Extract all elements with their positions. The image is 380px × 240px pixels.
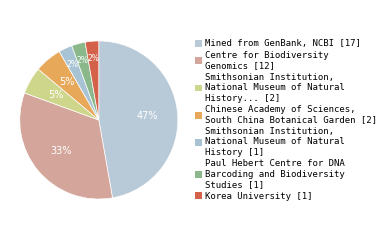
- Text: 33%: 33%: [51, 146, 72, 156]
- Text: 2%: 2%: [67, 60, 79, 69]
- Wedge shape: [59, 46, 99, 120]
- Wedge shape: [25, 69, 99, 120]
- Text: 47%: 47%: [137, 111, 158, 121]
- Wedge shape: [72, 42, 99, 120]
- Text: 5%: 5%: [60, 78, 75, 87]
- Wedge shape: [20, 93, 112, 199]
- Legend: Mined from GenBank, NCBI [17], Centre for Biodiversity
Genomics [12], Smithsonia: Mined from GenBank, NCBI [17], Centre fo…: [195, 39, 377, 201]
- Text: 5%: 5%: [49, 90, 64, 101]
- Wedge shape: [99, 41, 178, 198]
- Wedge shape: [38, 52, 99, 120]
- Wedge shape: [85, 41, 99, 120]
- Text: 2%: 2%: [77, 56, 89, 65]
- Text: 2%: 2%: [87, 54, 99, 63]
